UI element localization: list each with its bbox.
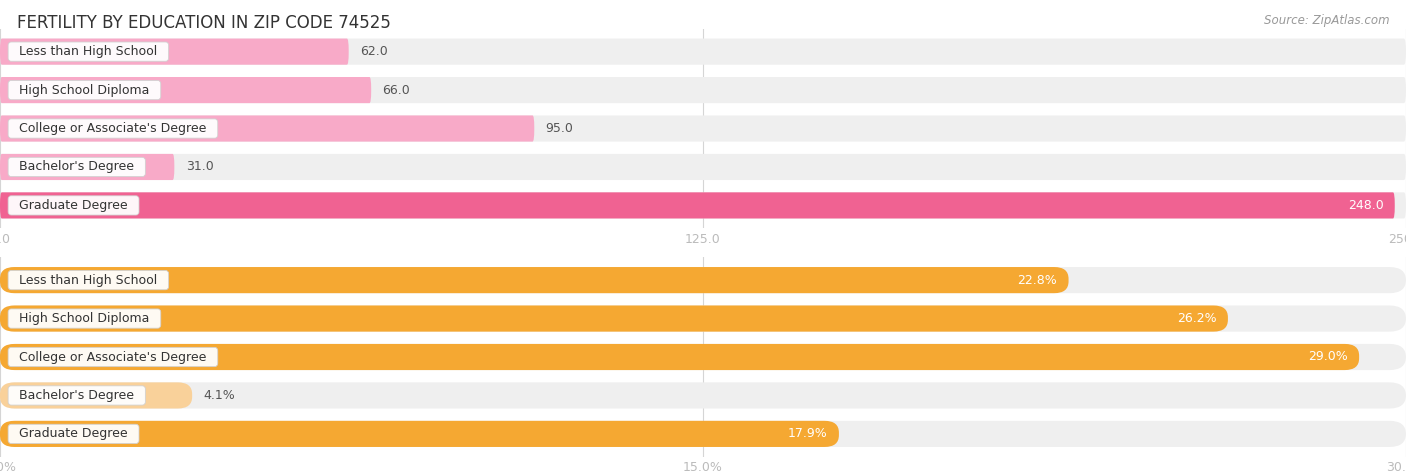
Text: Bachelor's Degree: Bachelor's Degree bbox=[11, 389, 142, 402]
FancyBboxPatch shape bbox=[0, 154, 1406, 180]
Text: FERTILITY BY EDUCATION IN ZIP CODE 74525: FERTILITY BY EDUCATION IN ZIP CODE 74525 bbox=[17, 14, 391, 32]
FancyBboxPatch shape bbox=[0, 306, 1406, 332]
Text: High School Diploma: High School Diploma bbox=[11, 84, 157, 97]
Text: 66.0: 66.0 bbox=[382, 84, 411, 97]
Text: 29.0%: 29.0% bbox=[1308, 350, 1348, 364]
FancyBboxPatch shape bbox=[0, 77, 1406, 103]
Text: Graduate Degree: Graduate Degree bbox=[11, 427, 136, 440]
Text: Source: ZipAtlas.com: Source: ZipAtlas.com bbox=[1264, 14, 1389, 27]
Text: 248.0: 248.0 bbox=[1348, 199, 1384, 212]
FancyBboxPatch shape bbox=[0, 421, 839, 447]
Text: 4.1%: 4.1% bbox=[204, 389, 235, 402]
FancyBboxPatch shape bbox=[0, 39, 1406, 65]
FancyBboxPatch shape bbox=[0, 116, 1406, 141]
FancyBboxPatch shape bbox=[0, 382, 193, 408]
Text: 31.0: 31.0 bbox=[186, 160, 214, 173]
Text: Less than High School: Less than High School bbox=[11, 45, 166, 58]
Text: College or Associate's Degree: College or Associate's Degree bbox=[11, 350, 215, 364]
Text: High School Diploma: High School Diploma bbox=[11, 312, 157, 325]
Text: 62.0: 62.0 bbox=[360, 45, 388, 58]
Text: Less than High School: Less than High School bbox=[11, 274, 166, 287]
Text: 17.9%: 17.9% bbox=[787, 427, 828, 440]
FancyBboxPatch shape bbox=[0, 77, 371, 103]
FancyBboxPatch shape bbox=[0, 344, 1406, 370]
Text: 22.8%: 22.8% bbox=[1018, 274, 1057, 287]
FancyBboxPatch shape bbox=[0, 154, 174, 180]
FancyBboxPatch shape bbox=[0, 421, 1406, 447]
Text: 95.0: 95.0 bbox=[546, 122, 574, 135]
Text: Graduate Degree: Graduate Degree bbox=[11, 199, 136, 212]
FancyBboxPatch shape bbox=[0, 116, 534, 141]
FancyBboxPatch shape bbox=[0, 39, 349, 65]
FancyBboxPatch shape bbox=[0, 192, 1395, 218]
FancyBboxPatch shape bbox=[0, 306, 1227, 332]
FancyBboxPatch shape bbox=[0, 344, 1360, 370]
FancyBboxPatch shape bbox=[0, 382, 1406, 408]
FancyBboxPatch shape bbox=[0, 267, 1406, 293]
Text: Bachelor's Degree: Bachelor's Degree bbox=[11, 160, 142, 173]
FancyBboxPatch shape bbox=[0, 267, 1069, 293]
Text: 26.2%: 26.2% bbox=[1177, 312, 1216, 325]
Text: College or Associate's Degree: College or Associate's Degree bbox=[11, 122, 215, 135]
FancyBboxPatch shape bbox=[0, 192, 1406, 218]
